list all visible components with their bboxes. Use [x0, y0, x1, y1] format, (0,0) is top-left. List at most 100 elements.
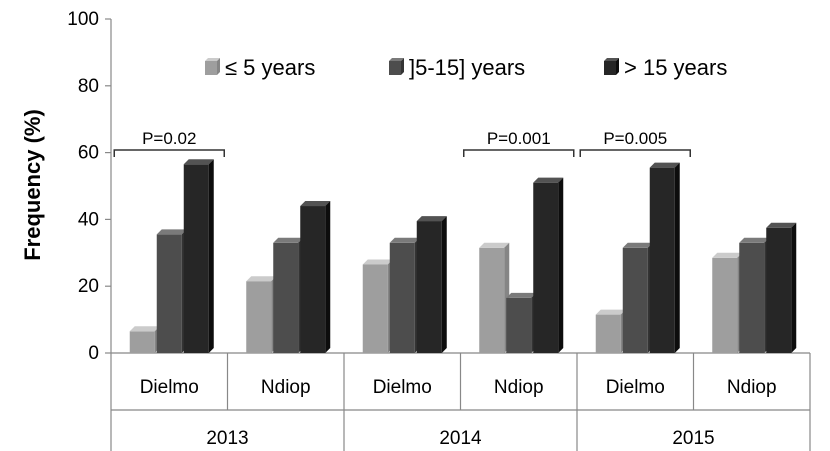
category-label: Ndiop	[494, 377, 544, 398]
bar	[479, 242, 510, 353]
legend-label: ]5-15] years	[409, 55, 525, 80]
legend-swatch-top	[205, 58, 220, 61]
y-tick-label: 20	[78, 276, 99, 297]
category-label: Dielmo	[373, 377, 432, 398]
bar-top	[183, 159, 214, 165]
bar-top	[739, 237, 770, 243]
category-label: Dielmo	[140, 377, 199, 398]
bar-face	[649, 167, 675, 353]
bar-side	[325, 201, 331, 353]
bar-face	[739, 242, 765, 353]
bar-top	[273, 237, 304, 243]
bar-top	[533, 177, 564, 183]
bar-face	[712, 257, 738, 353]
bar-side	[208, 159, 214, 353]
bar-top	[300, 201, 331, 207]
bar	[595, 309, 626, 353]
bar-face	[595, 314, 621, 353]
legend-label: ≤ 5 years	[225, 55, 315, 80]
bar-face	[246, 281, 272, 353]
bar-face	[622, 247, 648, 353]
bar-side	[558, 177, 564, 353]
p-value-bracket	[579, 149, 691, 157]
axes	[110, 19, 811, 451]
bar-face	[479, 247, 505, 353]
bar-top	[506, 292, 537, 298]
bar-face	[300, 206, 326, 353]
bar-face	[766, 227, 792, 353]
legend-swatch-side	[217, 58, 220, 75]
bar-top	[595, 309, 626, 315]
y-tick-label: 100	[67, 9, 99, 30]
bar-face	[533, 182, 559, 353]
legend: ≤ 5 years ]5-15] years > 15 years	[205, 55, 727, 80]
bar	[416, 216, 447, 353]
year-label: 2013	[206, 428, 248, 449]
bar-top	[766, 222, 797, 228]
bar	[156, 229, 187, 353]
bar-top	[362, 259, 393, 265]
bar-face	[389, 242, 415, 353]
bar	[649, 162, 680, 353]
y-tick-label: 60	[78, 143, 99, 164]
bar-side	[674, 162, 680, 353]
bar	[739, 237, 770, 353]
p-value-bracket	[463, 149, 575, 157]
bar	[766, 222, 797, 353]
bar-face	[416, 221, 442, 353]
bar	[506, 292, 537, 353]
bar-top	[622, 242, 653, 248]
bar-face	[362, 264, 388, 353]
category-label: Ndiop	[727, 377, 777, 398]
bar-face	[129, 331, 155, 353]
bar-top	[246, 276, 277, 282]
legend-swatch	[205, 61, 217, 75]
category-label: Ndiop	[261, 377, 311, 398]
p-value-label: P=0.001	[487, 129, 551, 148]
bar-face	[273, 242, 299, 353]
bar	[362, 259, 393, 353]
bar-top	[129, 326, 160, 332]
bar	[246, 276, 277, 353]
year-label: 2015	[672, 428, 714, 449]
y-axis-title: Frequency (%)	[20, 109, 45, 261]
bars	[129, 159, 797, 353]
p-value-annotations: P=0.02 P=0.001 P=0.005	[113, 129, 691, 157]
bar	[273, 237, 304, 353]
legend-item: ]5-15] years	[389, 55, 525, 80]
bar-face	[156, 234, 182, 353]
bar-face	[183, 164, 209, 353]
legend-label: > 15 years	[624, 55, 727, 80]
p-value-label: P=0.02	[142, 129, 196, 148]
y-tick-label: 0	[88, 343, 99, 364]
legend-swatch-top	[604, 58, 619, 61]
y-tick-label: 80	[78, 76, 99, 97]
bar	[533, 177, 564, 353]
p-value-label: P=0.005	[603, 129, 667, 148]
bar	[300, 201, 331, 353]
x-axis-labels: Dielmo Ndiop 2013 Dielmo Ndiop 2014 Dielmo Ndio…	[140, 377, 777, 449]
bar-top	[416, 216, 447, 222]
bar-top	[479, 242, 510, 248]
bar-top	[156, 229, 187, 235]
bar-top	[712, 252, 743, 258]
legend-swatch-top	[389, 58, 404, 61]
bar	[183, 159, 214, 353]
legend-swatch	[604, 61, 616, 75]
bar-top	[389, 237, 420, 243]
bar-face	[506, 297, 532, 353]
bar	[389, 237, 420, 353]
legend-item: ≤ 5 years	[205, 55, 315, 80]
bar-top	[649, 162, 680, 168]
legend-swatch	[389, 61, 401, 75]
bar	[712, 252, 743, 353]
p-value-bracket	[113, 149, 225, 157]
category-label: Dielmo	[606, 377, 665, 398]
legend-item: > 15 years	[604, 55, 727, 80]
y-axis-ticks: 0 20 40 60 80 100	[67, 9, 111, 364]
legend-swatch-side	[616, 58, 619, 75]
year-label: 2014	[439, 428, 482, 449]
bar-side	[791, 222, 797, 353]
bar-side	[441, 216, 447, 353]
